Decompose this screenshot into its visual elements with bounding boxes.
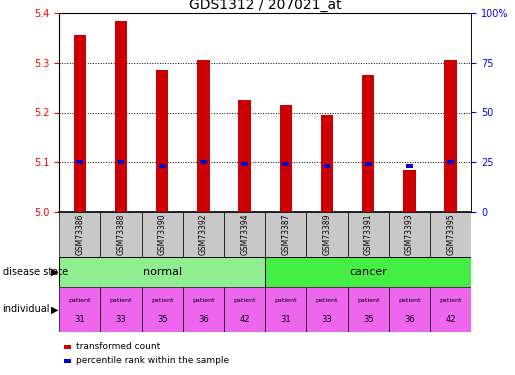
Bar: [100, 287, 142, 332]
Bar: [200, 160, 207, 164]
Bar: [348, 287, 389, 332]
Bar: [447, 160, 454, 164]
Bar: [142, 287, 183, 332]
Text: patient: patient: [68, 298, 91, 303]
Text: GSM73390: GSM73390: [158, 214, 167, 255]
Text: 33: 33: [116, 315, 126, 324]
Bar: [159, 164, 166, 168]
Text: GSM73392: GSM73392: [199, 214, 208, 255]
Text: GSM73389: GSM73389: [322, 214, 332, 255]
Text: patient: patient: [316, 298, 338, 303]
Text: GSM73395: GSM73395: [446, 214, 455, 255]
Text: patient: patient: [151, 298, 174, 303]
Bar: [183, 287, 224, 332]
Bar: [59, 257, 265, 287]
Bar: [306, 287, 348, 332]
Bar: [76, 160, 83, 164]
Bar: [389, 287, 430, 332]
Bar: [362, 75, 374, 212]
Text: 36: 36: [198, 315, 209, 324]
Bar: [156, 70, 168, 212]
Bar: [59, 287, 100, 332]
Text: GSM73386: GSM73386: [75, 214, 84, 255]
Text: ▶: ▶: [50, 267, 58, 277]
Text: transformed count: transformed count: [76, 342, 160, 351]
Bar: [224, 287, 265, 332]
Text: disease state: disease state: [3, 267, 67, 277]
Bar: [265, 287, 306, 332]
Bar: [74, 36, 86, 212]
Bar: [241, 162, 248, 166]
Text: patient: patient: [274, 298, 297, 303]
Text: normal: normal: [143, 267, 182, 277]
Bar: [117, 160, 125, 164]
Title: GDS1312 / 207021_at: GDS1312 / 207021_at: [189, 0, 341, 12]
Text: GSM73393: GSM73393: [405, 214, 414, 255]
Text: 42: 42: [239, 315, 250, 324]
Bar: [115, 21, 127, 212]
Bar: [323, 164, 331, 168]
Text: GSM73391: GSM73391: [364, 214, 373, 255]
Text: cancer: cancer: [349, 267, 387, 277]
Bar: [365, 162, 372, 166]
Bar: [224, 212, 265, 257]
Text: 36: 36: [404, 315, 415, 324]
Text: GSM73388: GSM73388: [116, 214, 126, 255]
Text: patient: patient: [357, 298, 380, 303]
Bar: [142, 212, 183, 257]
Text: ▶: ▶: [50, 304, 58, 314]
Bar: [280, 105, 292, 212]
Bar: [321, 115, 333, 212]
Bar: [430, 287, 471, 332]
Bar: [430, 212, 471, 257]
Bar: [265, 257, 471, 287]
Text: 35: 35: [157, 315, 167, 324]
Bar: [282, 162, 289, 166]
Text: individual: individual: [3, 304, 50, 314]
Text: GSM73387: GSM73387: [281, 214, 290, 255]
Bar: [306, 212, 348, 257]
Text: patient: patient: [110, 298, 132, 303]
Bar: [238, 100, 251, 212]
Text: 31: 31: [281, 315, 291, 324]
Bar: [406, 164, 413, 168]
Bar: [183, 212, 224, 257]
Text: patient: patient: [233, 298, 256, 303]
Text: 42: 42: [445, 315, 456, 324]
Text: percentile rank within the sample: percentile rank within the sample: [76, 356, 229, 365]
Bar: [403, 170, 416, 212]
Text: patient: patient: [398, 298, 421, 303]
Text: patient: patient: [192, 298, 215, 303]
Text: 33: 33: [322, 315, 332, 324]
Bar: [444, 60, 457, 212]
Text: patient: patient: [439, 298, 462, 303]
Text: GSM73394: GSM73394: [240, 214, 249, 255]
Bar: [389, 212, 430, 257]
Bar: [197, 60, 210, 212]
Text: 35: 35: [363, 315, 373, 324]
Bar: [100, 212, 142, 257]
Text: 31: 31: [75, 315, 85, 324]
Bar: [265, 212, 306, 257]
Bar: [59, 212, 100, 257]
Bar: [348, 212, 389, 257]
